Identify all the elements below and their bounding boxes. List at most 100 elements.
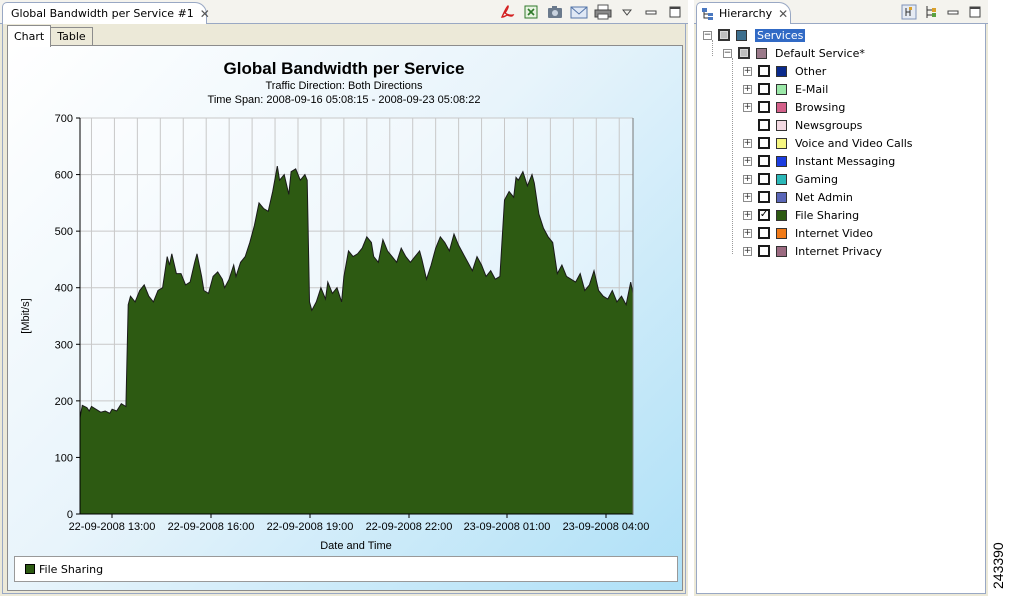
service-checkbox[interactable]: [758, 101, 770, 113]
expand-icon[interactable]: +: [743, 137, 752, 148]
collapse-all-icon[interactable]: [900, 3, 918, 21]
collapse-icon[interactable]: −: [723, 47, 732, 58]
view-subtabs: Chart Table: [7, 25, 93, 47]
tree-node-newsgroups[interactable]: Newsgroups: [743, 116, 862, 134]
x-tick-label: 22-09-2008 13:00: [69, 521, 156, 533]
camera-icon[interactable]: [546, 3, 564, 21]
figure-number: 243390: [990, 542, 1006, 589]
expand-icon[interactable]: +: [743, 155, 752, 166]
editor-tab-title: Global Bandwidth per Service #1: [11, 7, 194, 20]
tree-node-internet-privacy[interactable]: + Internet Privacy: [743, 242, 882, 260]
tree-node-voice-and-video-calls[interactable]: + Voice and Video Calls: [743, 134, 913, 152]
service-label: Internet Video: [795, 226, 873, 240]
tree-node-net-admin[interactable]: + Net Admin: [743, 188, 853, 206]
service-checkbox[interactable]: [758, 65, 770, 77]
email-icon[interactable]: [570, 3, 588, 21]
tree-line: [712, 40, 713, 56]
expand-icon[interactable]: +: [743, 83, 752, 94]
expand-icon[interactable]: +: [743, 173, 752, 184]
expand-icon[interactable]: +: [743, 101, 752, 112]
series-area: [79, 166, 634, 515]
minimize-icon[interactable]: [642, 3, 660, 21]
chart-legend: File Sharing: [14, 556, 678, 582]
tree-node-file-sharing[interactable]: + ✓ File Sharing: [743, 206, 859, 224]
service-color-swatch: [776, 191, 787, 203]
service-color-swatch: [776, 173, 787, 185]
default-service-label: Default Service*: [775, 46, 865, 60]
expand-all-icon[interactable]: [922, 3, 940, 21]
maximize-icon[interactable]: [966, 3, 984, 21]
hierarchy-tab-bar: Hierarchy ✕: [694, 0, 988, 24]
figure-number-text: 243390: [990, 542, 1006, 589]
services-checkbox[interactable]: [718, 29, 730, 41]
y-axis-label: [Mbit/s]: [20, 298, 32, 333]
service-color-swatch: [776, 137, 787, 149]
service-color-swatch: [776, 101, 787, 113]
legend-swatch: [25, 564, 35, 574]
tree-node-default-service[interactable]: − Default Service*: [723, 44, 865, 62]
service-label: Instant Messaging: [795, 154, 896, 168]
expand-icon[interactable]: +: [743, 65, 752, 76]
service-checkbox[interactable]: [758, 227, 770, 239]
service-checkbox[interactable]: [758, 155, 770, 167]
x-tick-label: 22-09-2008 22:00: [366, 521, 453, 533]
editor-tab[interactable]: Global Bandwidth per Service #1 ✕: [2, 2, 210, 24]
tree-node-other[interactable]: + Other: [743, 62, 826, 80]
tree-line: [732, 58, 733, 254]
excel-export-icon[interactable]: [522, 3, 540, 21]
editor-tab-bar: Global Bandwidth per Service #1 ✕: [0, 0, 688, 24]
service-label: Net Admin: [795, 190, 853, 204]
tree-node-internet-video[interactable]: + Internet Video: [743, 224, 873, 242]
service-color-swatch: [776, 155, 787, 167]
y-tick-label: 400: [55, 283, 73, 295]
chart-title: Global Bandwidth per Service: [224, 59, 465, 78]
default-service-color-swatch: [756, 47, 767, 59]
hierarchy-tab[interactable]: Hierarchy ✕: [696, 2, 791, 24]
service-color-swatch: [776, 83, 787, 95]
minimize-icon[interactable]: [944, 3, 962, 21]
legend-label: File Sharing: [39, 562, 104, 576]
default-service-checkbox[interactable]: [738, 47, 750, 59]
print-icon[interactable]: [594, 3, 612, 21]
maximize-icon[interactable]: [666, 3, 684, 21]
close-icon[interactable]: ✕: [778, 6, 789, 21]
view-menu-icon[interactable]: [618, 3, 636, 21]
service-checkbox[interactable]: [758, 245, 770, 257]
chart-subtitle-direction: Traffic Direction: Both Directions: [265, 80, 423, 92]
series-file-sharing: [79, 166, 634, 515]
service-checkbox[interactable]: [758, 83, 770, 95]
tree-node-gaming[interactable]: + Gaming: [743, 170, 838, 188]
tree-node-instant-messaging[interactable]: + Instant Messaging: [743, 152, 895, 170]
x-axis-label: Date and Time: [320, 540, 392, 552]
service-label: Voice and Video Calls: [795, 136, 913, 150]
service-checkbox[interactable]: [758, 119, 770, 131]
tree-node-e-mail[interactable]: + E-Mail: [743, 80, 828, 98]
service-checkbox[interactable]: ✓: [758, 209, 770, 221]
tab-table[interactable]: Table: [50, 27, 93, 47]
tab-chart[interactable]: Chart: [7, 25, 52, 47]
close-icon[interactable]: ✕: [199, 6, 210, 21]
service-checkbox[interactable]: [758, 137, 770, 149]
y-tick-label: 700: [55, 113, 73, 125]
service-label: Gaming: [795, 172, 838, 186]
editor-body: Chart Table Global Bandwidth per Service…: [2, 24, 686, 594]
x-tick-label: 22-09-2008 16:00: [168, 521, 255, 533]
services-color-swatch: [736, 29, 747, 41]
expand-icon[interactable]: +: [743, 209, 752, 220]
service-checkbox[interactable]: [758, 191, 770, 203]
expand-icon[interactable]: +: [743, 245, 752, 256]
expand-icon[interactable]: +: [743, 191, 752, 202]
chart-subtitle-timespan: Time Span: 2008-09-16 05:08:15 - 2008-09…: [208, 94, 481, 106]
pdf-export-icon[interactable]: [498, 3, 516, 21]
collapse-icon[interactable]: −: [703, 29, 712, 40]
service-color-swatch: [776, 119, 787, 131]
service-label: Browsing: [795, 100, 846, 114]
service-color-swatch: [776, 209, 787, 221]
service-color-swatch: [776, 245, 787, 257]
expand-icon[interactable]: +: [743, 227, 752, 238]
tree-node-browsing[interactable]: + Browsing: [743, 98, 845, 116]
service-checkbox[interactable]: [758, 173, 770, 185]
tree-node-services[interactable]: − Services: [703, 26, 806, 44]
y-tick-label: 600: [55, 170, 73, 182]
hierarchy-toolbar: [900, 3, 984, 21]
